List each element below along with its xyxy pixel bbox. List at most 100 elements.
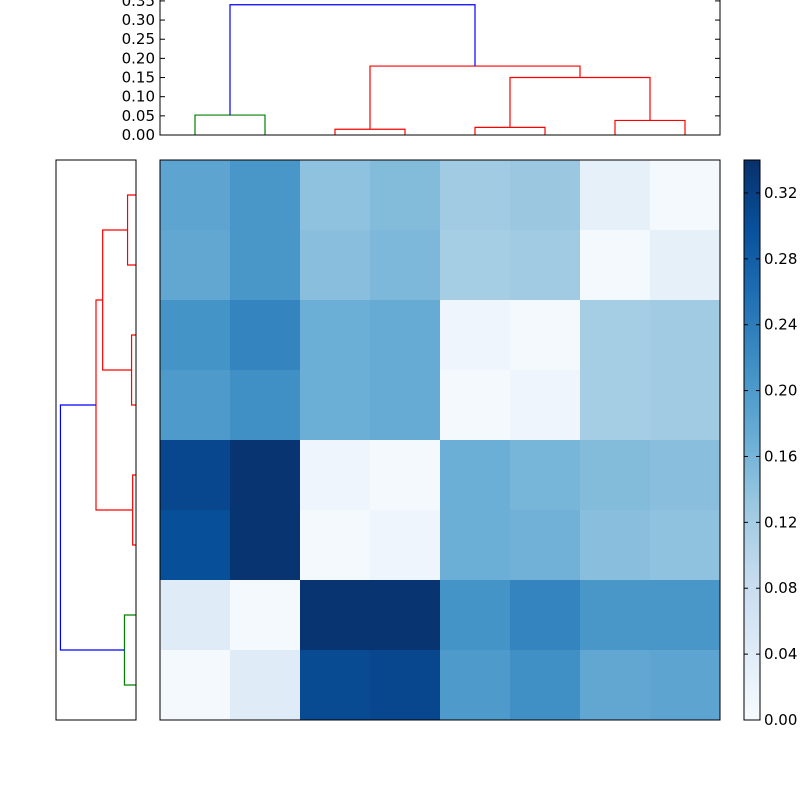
heatmap-cell	[510, 300, 581, 371]
heatmap-cell	[300, 440, 371, 511]
top-dendrogram-link	[614, 119, 686, 135]
heatmap-cell	[370, 230, 441, 301]
heatmap-grid	[159, 159, 721, 721]
heatmap-cell	[440, 160, 511, 231]
heatmap-cell	[300, 580, 371, 651]
heatmap-cell	[370, 650, 441, 721]
heatmap-cell	[300, 650, 371, 721]
heatmap-cell	[580, 510, 651, 581]
heatmap-cell	[440, 370, 511, 441]
heatmap-cell	[650, 440, 721, 511]
left-dendrogram	[55, 159, 137, 721]
top-dendrogram-link	[194, 114, 266, 135]
heatmap-cell	[510, 650, 581, 721]
heatmap-cell	[370, 580, 441, 651]
heatmap-cell	[440, 510, 511, 581]
top-dendrogram-tick-label: 0.25	[122, 30, 155, 48]
heatmap-cell	[370, 510, 441, 581]
heatmap-cell	[650, 370, 721, 441]
heatmap-cell	[440, 440, 511, 511]
top-dendrogram-link	[474, 126, 546, 135]
left-dendrogram-frame	[55, 159, 137, 721]
top-dendrogram: 0.000.050.100.15 0.200.250.300.35	[122, 0, 721, 144]
heatmap-cell	[440, 650, 511, 721]
heatmap-cell	[370, 300, 441, 371]
top-dendrogram-tick-label: 0.35	[122, 0, 155, 10]
heatmap-cell	[230, 370, 301, 441]
top-dendrogram-tick-label: 0.05	[122, 107, 155, 125]
heatmap-cell	[650, 230, 721, 301]
heatmap-cell	[440, 580, 511, 651]
top-dendrogram-tick-label: 0.10	[122, 88, 155, 106]
top-dendrogram-link	[229, 4, 476, 116]
heatmap-cell	[440, 300, 511, 371]
heatmap-cell	[230, 650, 301, 721]
colorbar-tick-label: 0.28	[764, 250, 797, 268]
heatmap-cell	[580, 650, 651, 721]
heatmap-cell	[510, 580, 581, 651]
top-dendrogram-tick-label: 0.15	[122, 69, 155, 87]
heatmap-frame	[159, 159, 721, 721]
heatmap-cell	[370, 160, 441, 231]
heatmap-cell	[580, 160, 651, 231]
heatmap-cell	[580, 230, 651, 301]
heatmap-cell	[580, 580, 651, 651]
heatmap-cell	[510, 510, 581, 581]
colorbar-tick-label: 0.04	[764, 645, 797, 663]
heatmap-cell	[300, 230, 371, 301]
heatmap-cell	[370, 440, 441, 511]
colorbar-tick-label: 0.32	[764, 184, 797, 202]
heatmap-cell	[300, 160, 371, 231]
heatmap-cell	[230, 440, 301, 511]
heatmap-cell	[300, 510, 371, 581]
heatmap-cell	[230, 510, 301, 581]
left-dendrogram-link	[123, 614, 136, 686]
heatmap-cell	[510, 440, 581, 511]
colorbar-tick-label: 0.20	[764, 382, 797, 400]
colorbar: 0.00 0.04 0.08 0.12 0.16 0.20 0.24 0.28 0.32	[743, 159, 797, 729]
left-dendrogram-link	[95, 299, 133, 511]
heatmap-cell	[440, 230, 511, 301]
top-dendrogram-link	[334, 128, 406, 135]
heatmap-cell	[370, 370, 441, 441]
heatmap-cell	[230, 300, 301, 371]
heatmap-cell	[160, 160, 231, 231]
heatmap-cell	[510, 230, 581, 301]
top-dendrogram-tick-label: 0.00	[122, 126, 155, 144]
colorbar-tick-label: 0.24	[764, 316, 797, 334]
colorbar-tick-label: 0.16	[764, 447, 797, 465]
top-dendrogram-link	[369, 65, 581, 130]
heatmap-cell	[230, 230, 301, 301]
colorbar-frame	[743, 159, 761, 721]
heatmap-cell	[160, 650, 231, 721]
heatmap-cell	[650, 510, 721, 581]
top-dendrogram-frame	[159, 0, 721, 136]
heatmap-cell	[160, 580, 231, 651]
colorbar-tick-label: 0.00	[764, 711, 797, 729]
heatmap-cell	[650, 160, 721, 231]
heatmap-cell	[160, 230, 231, 301]
heatmap-cell	[650, 300, 721, 371]
heatmap-cell	[580, 300, 651, 371]
heatmap-cell	[580, 370, 651, 441]
colorbar-tick-label: 0.12	[764, 513, 797, 531]
heatmap-cell	[300, 370, 371, 441]
heatmap-cell	[580, 440, 651, 511]
heatmap-cell	[650, 650, 721, 721]
heatmap-cell	[160, 300, 231, 371]
colorbar-tick-label: 0.08	[764, 579, 797, 597]
heatmap-cell	[160, 510, 231, 581]
top-dendrogram-tick-label: 0.30	[122, 11, 155, 29]
heatmap-cell	[230, 580, 301, 651]
left-dendrogram-link	[130, 334, 136, 406]
heatmap-cell	[160, 440, 231, 511]
heatmap-cell	[300, 300, 371, 371]
heatmap-cell	[160, 370, 231, 441]
colorbar-gradient	[744, 160, 760, 720]
left-dendrogram-link	[59, 404, 125, 651]
left-dendrogram-link	[126, 194, 136, 266]
heatmap-cell	[510, 160, 581, 231]
heatmap-cell	[650, 580, 721, 651]
top-dendrogram-tick-label: 0.20	[122, 49, 155, 67]
